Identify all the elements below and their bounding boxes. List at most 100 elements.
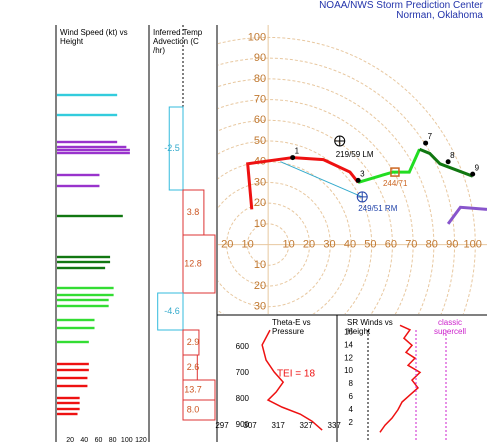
y-tick-label: 10 [344,366,353,375]
advection-box [182,399,216,421]
y-tick-label: 90 [254,52,266,64]
point [445,159,451,165]
hodo-line [446,205,487,225]
y-tick-label: 14 [344,340,353,349]
bar [57,326,95,330]
hodograph: 20 10 10 20 30 40 50 60 70 80 90 100302010102030405… [218,25,487,314]
y-tick-label: 4 [349,405,354,414]
x-tick-label: 80 [426,238,438,250]
bar [57,376,88,380]
point [290,155,296,161]
point-label: 1 [295,147,300,156]
x-tick-label: 100 [464,238,482,250]
point-label: 9 [475,163,480,172]
y-tick-label: 8 [349,379,354,388]
annotation: TEI = 18 [277,369,316,380]
x-tick-label: 337 [328,421,342,430]
bar [57,318,95,322]
x-tick-label: 40 [344,238,356,250]
y-tick-label: 80 [254,73,266,85]
bar [57,407,80,411]
bar [57,93,118,97]
x-tick-label: 20 [221,238,233,250]
profile-line [261,329,323,431]
y-tick-label: 50 [254,135,266,147]
point-label: 8 [450,151,455,160]
y-tick-label: 16 [344,328,353,337]
y-tick-label: 700 [236,368,250,377]
y-tick-label: 70 [254,93,266,105]
panel-title: Theta-E vs Pressure [272,318,311,336]
bar [57,214,123,218]
storm-cross [357,191,368,202]
header-place: Norman, Oklahoma [396,10,483,21]
x-tick-label: 317 [271,421,285,430]
value-label: 13.7 [184,384,202,394]
panel-title: Wind Speed (kt) vs Height [60,28,128,46]
storm-label: 249/51 RM [358,204,397,213]
y-tick-label: 30 [254,176,266,188]
value-label: 2.9 [187,337,200,347]
x-tick-label: 100 [121,437,133,442]
advection-box [168,106,184,191]
profile-line [379,324,422,433]
y-tick-label: 10 [254,259,266,271]
y-tick-label: 20 [254,280,266,292]
bar [57,148,130,152]
bar [57,340,89,344]
bar [57,113,118,117]
storm-label: 219/59 LM [336,150,374,159]
value-label: 3.8 [187,207,200,217]
y-tick-label: 12 [344,353,353,362]
x-tick-label: 120 [135,437,147,442]
x-tick-label: 60 [385,238,397,250]
advection-box [182,234,216,294]
y-tick-label: 10 [254,218,266,230]
bar [57,396,80,400]
value-label: -2.5 [164,143,180,153]
bar [57,293,114,297]
value-label: 12.8 [184,258,202,268]
annotation: classic supercell [433,318,466,336]
advection-box [157,292,184,331]
x-tick-label: 307 [243,421,257,430]
bar [57,184,100,188]
x-tick-label: 30 [323,238,335,250]
x-tick-label: 60 [95,437,103,442]
point [470,171,476,177]
bar [57,145,127,149]
y-tick-label: 20 [254,197,266,209]
y-tick-label: 900 [236,420,250,429]
frame [55,25,487,442]
x-tick-label: 297 [215,421,229,430]
y-tick-label: 600 [236,342,250,351]
bar [57,151,130,155]
bar [57,266,106,270]
storm-motion [390,167,400,177]
point [355,177,361,183]
y-tick-label: 60 [254,114,266,126]
bar [57,384,88,388]
x-tick-label: 20 [66,437,74,442]
point [423,140,429,146]
y-tick-label: 6 [349,392,354,401]
panel-title: SR Winds vs Height [347,318,393,336]
hodo-line [246,156,360,210]
y-tick-label: 100 [248,31,266,43]
x-tick-label: 50 [364,238,376,250]
x-tick-label: 10 [242,238,254,250]
bar [57,286,114,290]
x-tick-label: 90 [446,238,458,250]
bar [57,255,111,259]
storm-cross [334,136,345,146]
value-label: 2.6 [187,362,200,372]
hodo-line [418,147,474,178]
x-tick-label: 40 [80,437,88,442]
bar [57,401,80,405]
y-tick-label: 800 [236,394,250,403]
bar [57,362,89,366]
x-tick-label: 80 [109,437,117,442]
x-tick-label: 10 [282,238,294,250]
